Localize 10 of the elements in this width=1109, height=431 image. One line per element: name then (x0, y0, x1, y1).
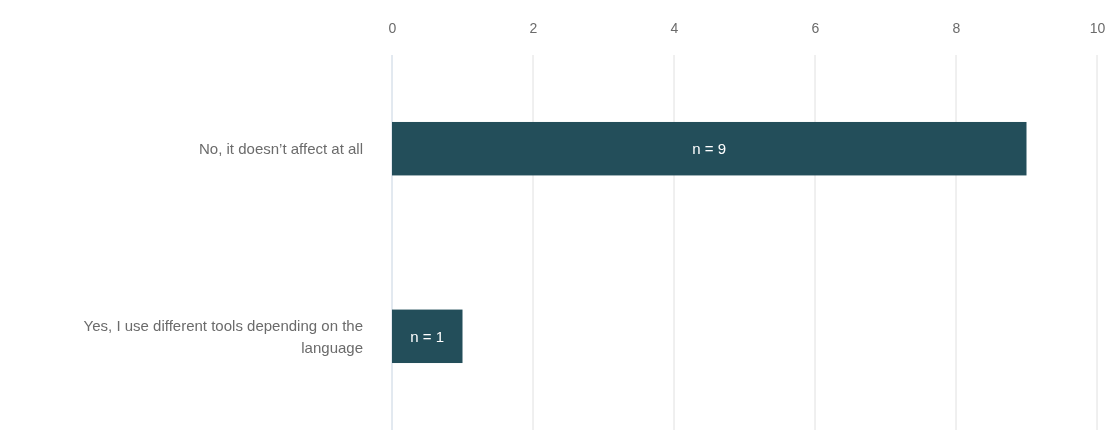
x-tick-label: 10 (1089, 20, 1106, 36)
y-tick-label: No, it doesn’t affect at all (199, 139, 363, 157)
data-label: n = 9 (692, 139, 727, 157)
x-tick-label: 2 (529, 20, 538, 36)
x-tick-label: 0 (388, 20, 397, 36)
y-tick-label: Yes, I use different tools depending on the language (83, 316, 363, 356)
data-label: n = 1 (410, 327, 445, 345)
x-tick-label: 4 (670, 20, 679, 36)
x-tick-label: 8 (952, 20, 961, 36)
x-tick-label: 6 (811, 20, 820, 36)
